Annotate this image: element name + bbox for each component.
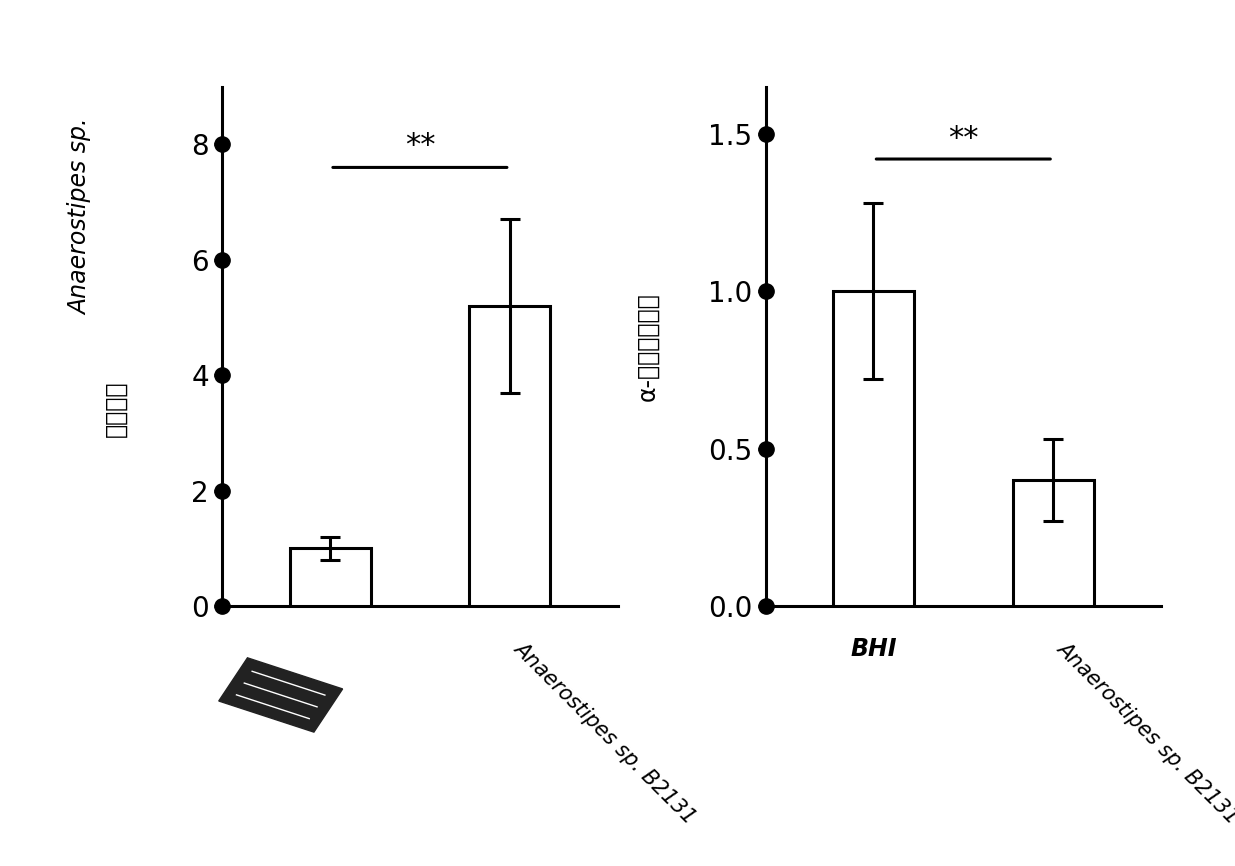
FancyBboxPatch shape bbox=[219, 658, 342, 732]
Text: Anaerostipes sp. B2131: Anaerostipes sp. B2131 bbox=[1053, 637, 1235, 827]
Text: α-多形细菌丰度: α-多形细菌丰度 bbox=[635, 292, 659, 401]
Text: **: ** bbox=[405, 132, 435, 160]
Bar bbox=[834, 291, 914, 606]
Text: BHI: BHI bbox=[850, 637, 897, 662]
Text: 相对丰度: 相对丰度 bbox=[104, 380, 127, 437]
Text: Anaerostipes sp.: Anaerostipes sp. bbox=[68, 119, 93, 314]
Text: Anaerostipes sp. B2131: Anaerostipes sp. B2131 bbox=[510, 637, 699, 827]
Bar bbox=[290, 548, 370, 606]
Text: **: ** bbox=[948, 124, 978, 152]
Bar bbox=[469, 306, 550, 606]
Bar bbox=[1013, 481, 1093, 606]
